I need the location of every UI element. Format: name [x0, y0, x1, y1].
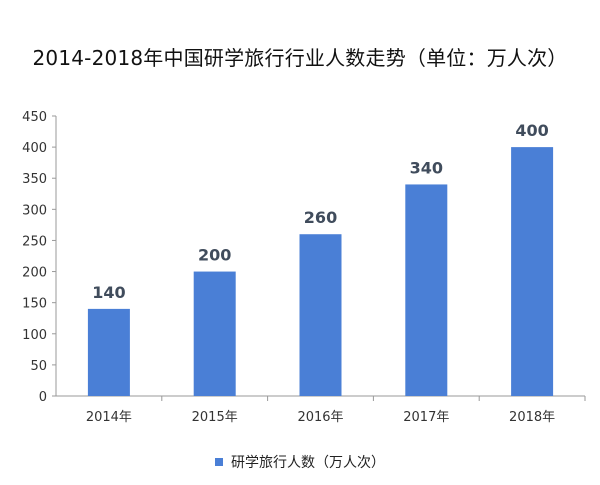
bar [405, 184, 448, 396]
data-label: 140 [92, 283, 125, 302]
x-tick-label: 2016年 [297, 410, 343, 425]
y-tick-label: 200 [22, 266, 47, 281]
y-tick-label: 0 [39, 390, 47, 405]
legend: 研学旅行人数（万人次） [0, 452, 600, 472]
data-label: 200 [198, 246, 231, 265]
bar [193, 271, 236, 396]
y-tick-label: 50 [30, 359, 47, 374]
chart-title: 2014-2018年中国研学旅行行业人数走势（单位：万人次） [32, 46, 568, 70]
data-label: 340 [410, 158, 443, 177]
data-label: 260 [304, 208, 337, 227]
y-tick-label: 400 [22, 141, 47, 156]
bar [511, 147, 554, 396]
x-tick-label: 2014年 [86, 410, 132, 425]
y-tick-label: 300 [22, 203, 47, 218]
legend-label: 研学旅行人数（万人次） [231, 455, 385, 471]
data-label: 400 [515, 121, 548, 140]
x-tick-label: 2017年 [403, 410, 449, 425]
y-tick-label: 100 [22, 328, 47, 343]
y-tick-label: 450 [22, 110, 47, 125]
y-tick-label: 350 [22, 172, 47, 187]
x-tick-label: 2015年 [192, 410, 238, 425]
bar [87, 308, 130, 396]
legend-swatch [215, 458, 223, 466]
y-tick-label: 250 [22, 234, 47, 249]
bar [299, 234, 342, 396]
x-tick-label: 2018年 [509, 410, 555, 425]
y-tick-label: 150 [22, 297, 47, 312]
